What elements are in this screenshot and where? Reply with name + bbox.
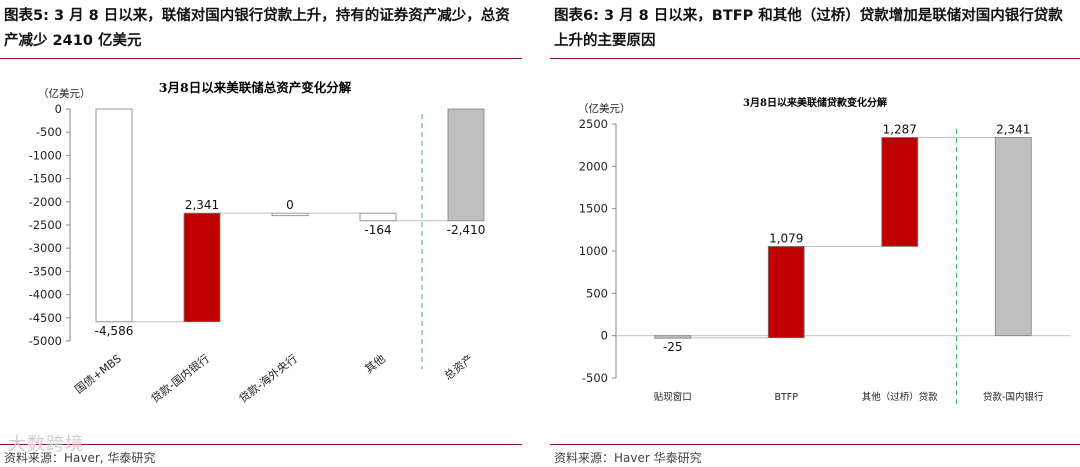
- waterfall-bar: [447, 108, 485, 222]
- y-tick-label: -1500: [29, 172, 62, 186]
- figure-5-label: 图表5:: [4, 8, 49, 24]
- figure-6-label: 图表6:: [554, 8, 599, 24]
- data-label: 2,341: [185, 198, 219, 212]
- title-divider: [550, 58, 1080, 59]
- waterfall-bar: [994, 137, 1032, 337]
- data-label: -2,410: [447, 223, 486, 237]
- unit-label: （亿美元）: [578, 102, 631, 115]
- category-label: 贷款-国内银行: [983, 391, 1044, 403]
- category-label: 贷款-海外央行: [236, 351, 300, 405]
- data-label: -25: [663, 340, 683, 354]
- category-label: BTFP: [774, 392, 798, 403]
- y-tick-label: -500: [582, 371, 608, 385]
- y-tick-label: 0: [55, 102, 62, 116]
- y-tick-label: -3000: [29, 241, 62, 255]
- category-label: 其他（过桥）贷款: [862, 391, 939, 403]
- waterfall-bar: [881, 137, 919, 247]
- figure-6-caption-text: 3 月 8 日以来，BTFP 和其他（过桥）贷款增加是联储对国内银行贷款上升的主…: [554, 8, 1063, 49]
- waterfall-bar: [654, 335, 692, 339]
- figure-5-caption: 图表5: 3 月 8 日以来，联储对国内银行贷款上升，持有的证券资产减少，总资产…: [4, 4, 518, 54]
- waterfall-bar: [183, 212, 221, 323]
- source-divider: [0, 444, 522, 445]
- y-tick-label: -4000: [29, 288, 62, 302]
- data-label: -4,586: [95, 324, 134, 338]
- waterfall-bar: [359, 212, 397, 222]
- y-tick-label: -2000: [29, 195, 62, 209]
- y-tick-label: 0: [601, 329, 608, 343]
- y-tick-label: -4500: [29, 311, 62, 325]
- y-tick-label: -500: [36, 125, 62, 139]
- waterfall-bar: [767, 246, 805, 339]
- unit-label: （亿美元）: [38, 87, 91, 100]
- source-divider: [550, 444, 1080, 445]
- data-label: 1,287: [883, 122, 917, 136]
- watermark: 大数跨境: [8, 434, 84, 455]
- data-label: 1,079: [769, 231, 803, 245]
- data-label: 0: [286, 198, 294, 212]
- category-label: 其他: [363, 352, 388, 376]
- waterfall-bar: [95, 108, 133, 323]
- category-label: 总资产: [441, 351, 476, 382]
- y-tick-label: 500: [586, 286, 608, 300]
- category-label: 国债+MBS: [72, 351, 124, 396]
- y-tick-label: 2000: [579, 159, 608, 173]
- figure-5-source: 资料来源：Haver, 华泰研究: [4, 451, 156, 465]
- figure-6-caption: 图表6: 3 月 8 日以来，BTFP 和其他（过桥）贷款增加是联储对国内银行贷…: [554, 4, 1076, 54]
- y-tick-label: 2500: [579, 117, 608, 131]
- y-tick-label: -3500: [29, 264, 62, 278]
- chart-title: 3月8日以来美联储总资产变化分解: [159, 80, 352, 95]
- y-tick-label: -1000: [29, 148, 62, 162]
- category-label: 贷款-国内银行: [148, 351, 212, 405]
- y-tick-label: 1500: [579, 202, 608, 216]
- y-tick-label: 1000: [579, 244, 608, 258]
- waterfall-bar: [271, 212, 309, 217]
- chart-title: 3月8日以来美联储贷款变化分解: [743, 96, 887, 109]
- y-tick-label: -5000: [29, 334, 62, 348]
- figure-5-caption-text: 3 月 8 日以来，联储对国内银行贷款上升，持有的证券资产减少，总资产减少 24…: [4, 8, 510, 49]
- figure-6-source: 资料来源：Haver 华泰研究: [554, 451, 702, 465]
- title-divider: [0, 58, 522, 59]
- figure-6-panel: 图表6: 3 月 8 日以来，BTFP 和其他（过桥）贷款增加是联储对国内银行贷…: [550, 0, 1080, 467]
- y-tick-label: -2500: [29, 218, 62, 232]
- waterfall-chart-loans: 3月8日以来美联储贷款变化分解 （亿美元） 2500 2000 1500 1000 500 0…: [578, 96, 1070, 406]
- category-label: 贴现窗口: [654, 391, 692, 403]
- data-label: 2,341: [996, 122, 1030, 136]
- data-label: -164: [364, 223, 391, 237]
- figure-5-panel: 图表5: 3 月 8 日以来，联储对国内银行贷款上升，持有的证券资产减少，总资产…: [0, 0, 522, 467]
- waterfall-chart-total-assets: 3月8日以来美联储总资产变化分解 （亿美元） 0 -500 -1000 -1500 -200…: [29, 80, 486, 405]
